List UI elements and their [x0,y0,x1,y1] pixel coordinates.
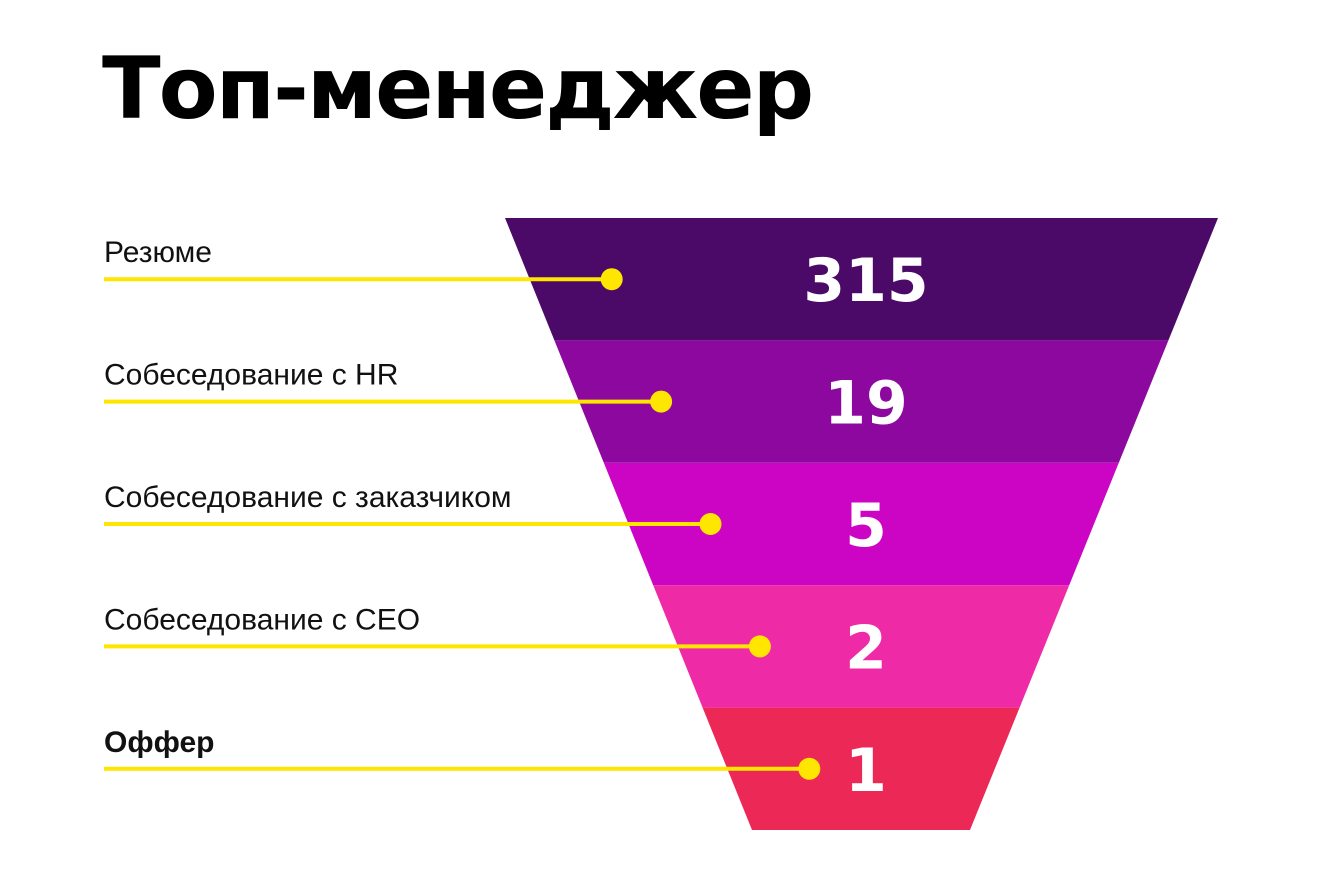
leader-dot [748,635,771,658]
funnel-band [505,218,1218,341]
stage-value: 5 [845,491,887,561]
funnel-bands [505,218,1218,830]
chart-title: Топ-менеджер [102,39,814,139]
funnel-leaders [104,268,821,780]
stage-value: 1 [845,736,887,806]
funnel-texts: 315 Резюме 19 Собеседование с HR 5 Собеседова… [104,236,929,806]
funnel-band [603,462,1119,586]
stage-label: Собеседование с HR [104,359,398,392]
leader-dot [650,390,673,413]
stage-label: Собеседование с заказчиком [104,481,512,514]
stage-label: Оффер [104,726,214,759]
stage-label: Собеседование с CEO [104,603,420,636]
leader-dot [600,268,623,291]
stage-value: 2 [845,613,887,683]
leader-dot [699,513,722,535]
leader-dot [798,757,821,780]
funnel-band [702,707,1020,830]
funnel-band [554,340,1169,463]
stage-value: 19 [824,369,908,439]
stage-value: 315 [803,246,928,316]
funnel-band [653,585,1070,708]
stage-label: Резюме [104,236,212,269]
